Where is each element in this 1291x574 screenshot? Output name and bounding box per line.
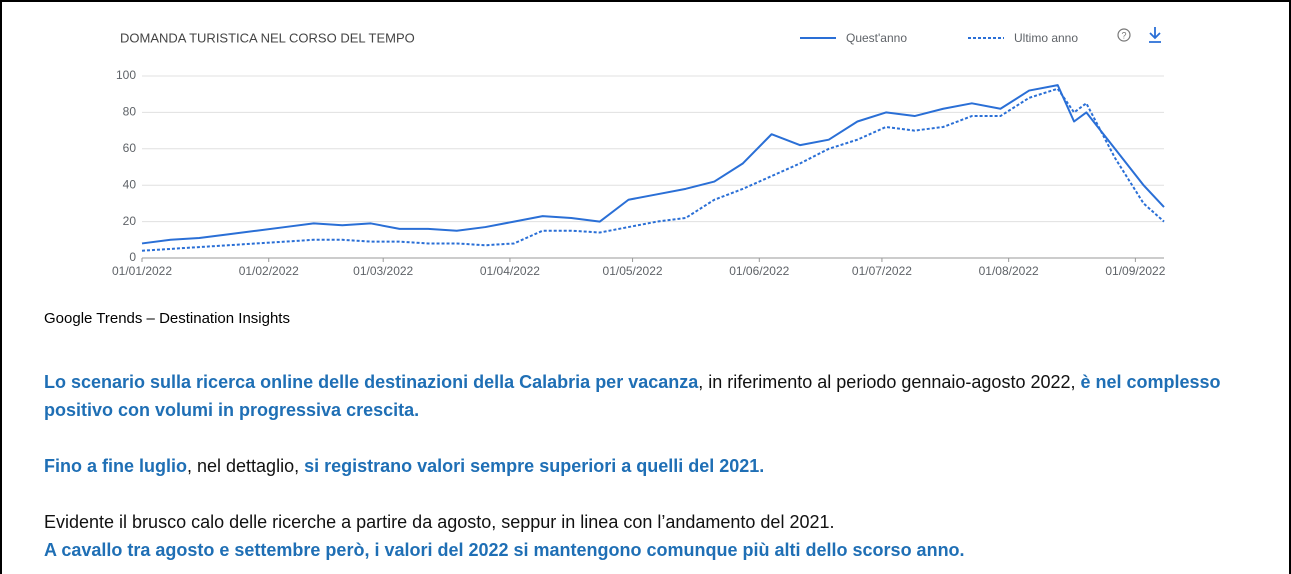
text-run: Lo scenario sulla ricerca online delle d… xyxy=(44,372,699,392)
chart-title: DOMANDA TURISTICA NEL CORSO DEL TEMPO xyxy=(120,30,415,45)
x-tick-label: 01/07/2022 xyxy=(852,264,912,278)
text-run: Evidente il brusco calo delle ricerche a… xyxy=(44,512,835,532)
chart: DOMANDA TURISTICA NEL CORSO DEL TEMPO ? … xyxy=(112,27,1166,278)
x-tick-label: 01/05/2022 xyxy=(603,264,663,278)
help-icon[interactable]: ? xyxy=(1117,28,1131,42)
text-run: è nel complesso positivo con volumi in p… xyxy=(44,372,1221,420)
x-tick-label: 01/01/2022 xyxy=(112,264,172,278)
y-tick-label: 20 xyxy=(123,214,137,228)
paragraph: Evidente il brusco calo delle ricerche a… xyxy=(44,508,1274,536)
x-tick-label: 01/06/2022 xyxy=(729,264,789,278)
text-run: , in riferimento al periodo gennaio-agos… xyxy=(698,372,1081,392)
y-tick-label: 40 xyxy=(123,177,137,191)
text-run: A cavallo tra agosto e settembre però, i… xyxy=(44,540,965,560)
y-tick-label: 100 xyxy=(116,68,136,82)
caption: Google Trends – Destination Insights xyxy=(44,310,290,327)
text-run: Fino a fine luglio xyxy=(44,456,187,476)
text-run: , nel dettaglio, xyxy=(187,456,305,476)
x-tick-label: 01/04/2022 xyxy=(480,264,540,278)
svg-text:?: ? xyxy=(1121,30,1126,40)
paragraph: Fino a fine luglio, nel dettaglio, si re… xyxy=(44,452,1274,480)
y-tick-label: 0 xyxy=(129,250,136,264)
x-tick-label: 01/08/2022 xyxy=(979,264,1039,278)
x-tick-label: 01/09/2022 xyxy=(1105,264,1165,278)
y-tick-label: 80 xyxy=(123,105,137,119)
paragraph: A cavallo tra agosto e settembre però, i… xyxy=(44,536,1274,564)
series-line xyxy=(141,84,1165,245)
paragraph: Lo scenario sulla ricerca online delle d… xyxy=(44,368,1274,424)
legend-label: Quest'anno xyxy=(846,31,907,45)
legend-label: Ultimo anno xyxy=(1014,31,1078,45)
series-line xyxy=(141,87,1165,252)
x-tick-label: 01/03/2022 xyxy=(353,264,413,278)
y-tick-label: 60 xyxy=(123,141,137,155)
x-tick-label: 01/02/2022 xyxy=(239,264,299,278)
text-run: si registrano valori sempre superiori a … xyxy=(304,456,765,476)
download-icon[interactable] xyxy=(1149,27,1161,43)
